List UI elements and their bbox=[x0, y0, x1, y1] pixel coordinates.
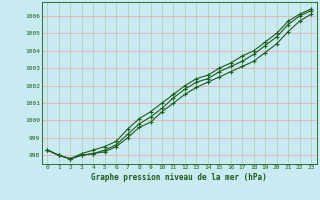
X-axis label: Graphe pression niveau de la mer (hPa): Graphe pression niveau de la mer (hPa) bbox=[91, 173, 267, 182]
